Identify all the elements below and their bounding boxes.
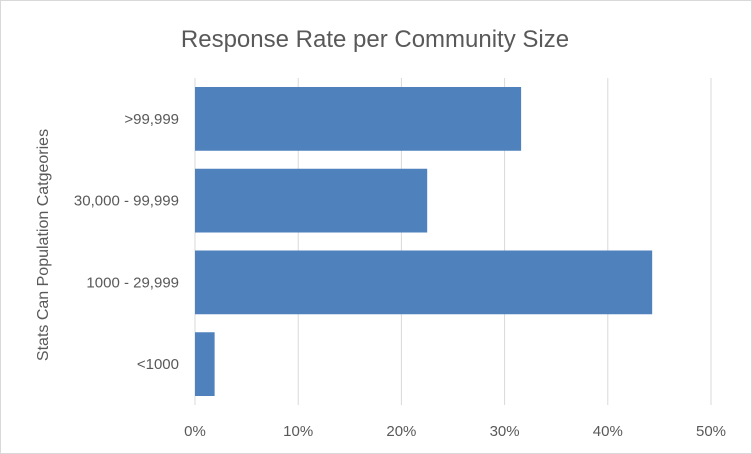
category-label: <1000 xyxy=(137,356,179,373)
category-label: 30,000 - 99,999 xyxy=(74,193,179,210)
chart-title: Response Rate per Community Size xyxy=(181,26,569,53)
x-tick-label: 50% xyxy=(696,423,726,440)
category-labels: >99,999 30,000 - 99,999 1000 - 29,999 <1000 xyxy=(74,111,179,373)
bar xyxy=(195,86,522,151)
bar xyxy=(195,168,428,233)
x-tick-label: 0% xyxy=(184,423,206,440)
bar xyxy=(195,250,653,315)
category-label: >99,999 xyxy=(124,111,179,128)
x-tick-label: 20% xyxy=(386,423,416,440)
x-tick-label: 30% xyxy=(490,423,520,440)
bar xyxy=(195,332,215,397)
bars xyxy=(195,86,653,397)
category-label: 1000 - 29,999 xyxy=(86,274,179,291)
value-axis-labels: 0% 10% 20% 30% 40% 50% xyxy=(184,423,726,440)
x-tick-label: 40% xyxy=(593,423,623,440)
y-axis-title: Stats Can Population Catgeories xyxy=(35,129,52,361)
x-tick-label: 10% xyxy=(283,423,313,440)
